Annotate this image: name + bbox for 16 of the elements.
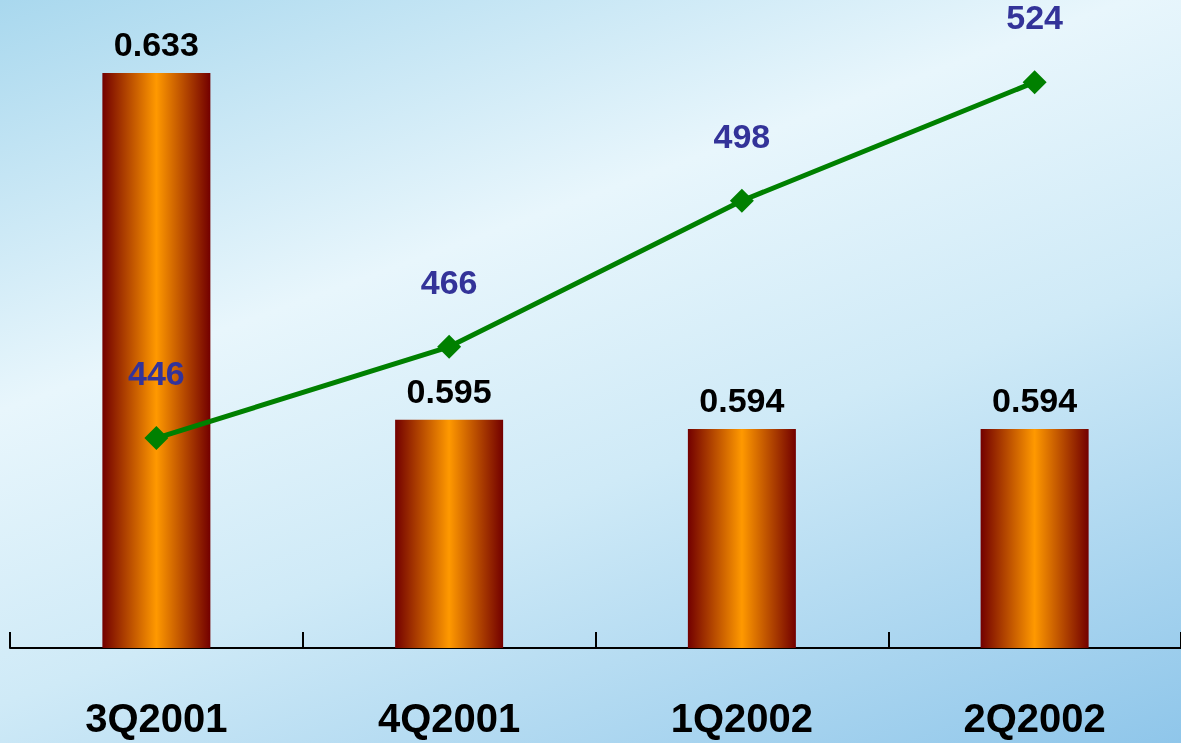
data-label: 498 bbox=[713, 116, 771, 155]
data-label: 0.633 bbox=[113, 25, 199, 64]
point bbox=[1022, 70, 1047, 95]
x-tick-label: 3Q2001 bbox=[85, 696, 228, 740]
data-label: 466 bbox=[420, 262, 478, 301]
data-label: 0.594 bbox=[699, 380, 785, 419]
data-label: 446 bbox=[128, 354, 185, 393]
x-tick-label: 2Q2002 bbox=[963, 696, 1106, 740]
x-tick-label: 4Q2001 bbox=[377, 696, 521, 740]
point bbox=[437, 334, 462, 359]
data-label: 0.594 bbox=[992, 380, 1078, 419]
data-label: 524 bbox=[1006, 0, 1064, 37]
data-label: 0.595 bbox=[406, 371, 492, 410]
point bbox=[729, 188, 754, 213]
point bbox=[144, 426, 169, 451]
x-tick-label: 1Q2002 bbox=[670, 696, 814, 740]
